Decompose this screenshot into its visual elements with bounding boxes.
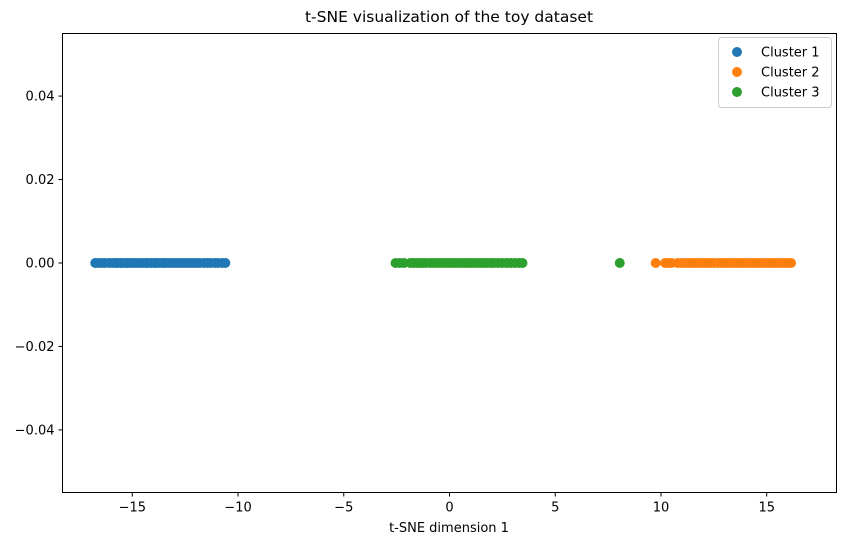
x-tick-label: 15 xyxy=(758,501,775,516)
legend-box xyxy=(718,37,832,108)
x-tick-label: −10 xyxy=(224,501,251,516)
data-point xyxy=(614,258,625,268)
data-point xyxy=(517,258,528,268)
data-points xyxy=(90,258,797,268)
y-tick-label: 0.00 xyxy=(26,257,55,272)
y-axis-ticks: 0.04 0.02 0.00 −0.02 −0.04 xyxy=(15,90,63,438)
x-tick-label: −15 xyxy=(119,501,146,516)
y-tick-label: −0.04 xyxy=(15,423,55,438)
x-tick-label: 0 xyxy=(445,501,453,516)
data-point xyxy=(786,258,797,268)
legend-marker xyxy=(732,67,742,77)
legend-label: Cluster 2 xyxy=(761,66,820,81)
x-axis-ticks: −15 −10 −5 0 5 10 15 xyxy=(119,492,775,516)
y-tick-label: 0.04 xyxy=(26,90,55,105)
series-1 xyxy=(90,258,231,268)
x-axis-label: t-SNE dimension 1 xyxy=(389,521,509,536)
series-3 xyxy=(390,258,625,268)
legend-marker xyxy=(732,47,742,57)
legend-label: Cluster 3 xyxy=(761,86,820,101)
x-tick-label: 10 xyxy=(653,501,670,516)
y-tick-label: −0.02 xyxy=(15,340,55,355)
legend: Cluster 1 Cluster 2 Cluster 3 xyxy=(718,37,832,108)
data-point xyxy=(220,258,231,268)
x-tick-label: 5 xyxy=(551,501,559,516)
legend-marker xyxy=(732,87,742,97)
x-tick-label: −5 xyxy=(334,501,353,516)
y-tick-label: 0.02 xyxy=(26,173,55,188)
chart-title: t-SNE visualization of the toy dataset xyxy=(305,8,593,26)
data-point xyxy=(650,258,661,268)
legend-label: Cluster 1 xyxy=(761,46,820,61)
series-2 xyxy=(650,258,797,268)
